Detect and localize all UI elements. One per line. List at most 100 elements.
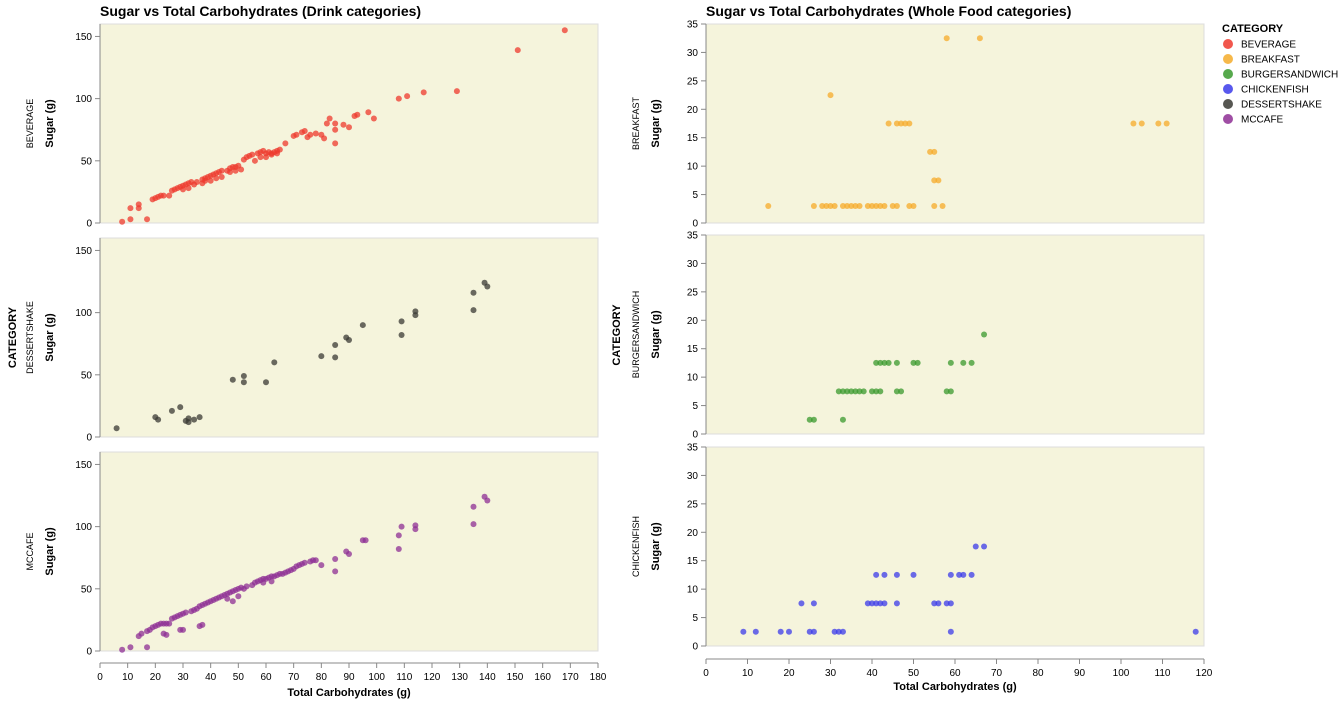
data-point [354,111,361,118]
data-point [947,571,954,578]
data-point [193,178,200,185]
data-point [864,600,871,607]
data-point [777,628,784,635]
data-point [848,202,855,209]
data-point [323,120,330,127]
data-point [561,27,568,34]
y-axis-label: Sugar (g) [650,522,662,571]
data-point [138,630,145,637]
data-point [166,192,173,199]
facet-mccafe: 0 50 100 150 Sugar (g) MCCAFE [25,451,599,658]
data-point [827,92,834,99]
x-tick-label: 50 [908,668,920,679]
data-point [910,359,917,366]
y-tick-label: 10 [687,162,699,173]
data-point [362,537,369,544]
data-point [395,546,402,553]
y-tick-label: 0 [692,642,698,653]
data-point [852,202,859,209]
y-tick-label: 100 [75,522,92,533]
data-point [881,600,888,607]
data-point [1163,120,1170,127]
data-point [263,154,269,161]
chart-2: Sugar vs Total Carbohydrates (Whole Food… [611,3,1213,693]
data-point [939,202,946,209]
y-tick-label: 5 [692,401,698,412]
facet-category-label: BURGERSANDWICH [631,291,641,379]
data-point [404,93,411,100]
data-point [243,583,250,590]
data-point [844,388,851,395]
y-tick-label: 25 [687,287,699,298]
data-point [877,388,884,395]
data-point [163,631,170,638]
data-point [318,353,325,360]
facet-breakfast: 0 5 10 15 20 25 30 35 Sugar (g) BREAKFAST [631,20,1205,230]
data-point [398,523,405,530]
data-point [881,202,888,209]
x-axis: 0 10 20 30 40 50 60 70 80 90 100 110 120 Total Carboh… [703,658,1213,693]
y-tick-label: 150 [75,32,92,43]
chart-title: Sugar vs Total Carbohydrates (Whole Food… [706,3,1071,19]
data-point [340,121,347,128]
y-tick-label: 5 [692,613,698,624]
data-point [332,341,339,348]
data-point [848,388,855,395]
data-point [835,628,842,635]
data-point [119,218,126,225]
data-point [844,202,851,209]
data-point [935,177,942,184]
y-tick-label: 15 [687,344,699,355]
x-tick-label: 80 [316,672,328,683]
data-point [981,331,988,338]
data-point [312,130,319,137]
data-point [893,600,900,607]
data-point [898,120,905,127]
data-point [119,646,126,653]
data-point [514,47,521,54]
data-point [260,579,267,586]
legend-item: DESSERTSHAKE [1223,99,1322,111]
x-tick-label: 160 [534,672,551,683]
x-tick-label: 20 [783,668,795,679]
data-point [968,571,975,578]
data-point [835,388,842,395]
y-tick-label: 10 [687,373,699,384]
data-point [395,95,402,102]
legend: CATEGORY BEVERAGE BREAKFAST BURGERSANDWICH C… [1222,23,1338,126]
data-point [207,177,214,184]
data-point [943,388,950,395]
data-point [127,205,134,212]
y-tick-label: 100 [75,94,92,105]
data-point [885,359,892,366]
data-point [914,359,921,366]
data-point [307,131,314,138]
data-point [869,202,875,209]
data-point [893,120,900,127]
data-point [412,312,419,319]
data-point [931,148,938,155]
y-tick-label: 100 [75,308,92,319]
data-point [268,578,275,585]
data-point [359,322,366,329]
data-point [931,202,938,209]
data-point [453,88,460,95]
data-point [470,521,477,528]
data-point [232,167,239,174]
x-axis-label: Total Carbohydrates (g) [893,681,1017,693]
legend-title: CATEGORY [1222,23,1284,35]
plot-area [705,234,1205,435]
x-axis: 0 10 20 30 40 50 60 70 80 90 100 110 120 130 140 150 160… [97,662,607,699]
data-point [972,543,979,550]
x-tick-label: 30 [825,668,837,679]
chart-title: Sugar vs Total Carbohydrates (Drink cate… [100,3,421,19]
y-tick-label: 0 [692,219,698,230]
data-point [877,202,884,209]
data-point [902,120,909,127]
data-point [947,359,954,366]
data-point [752,628,759,635]
data-point [786,628,792,635]
legend-swatch [1223,114,1233,124]
y-tick-label: 10 [687,585,699,596]
